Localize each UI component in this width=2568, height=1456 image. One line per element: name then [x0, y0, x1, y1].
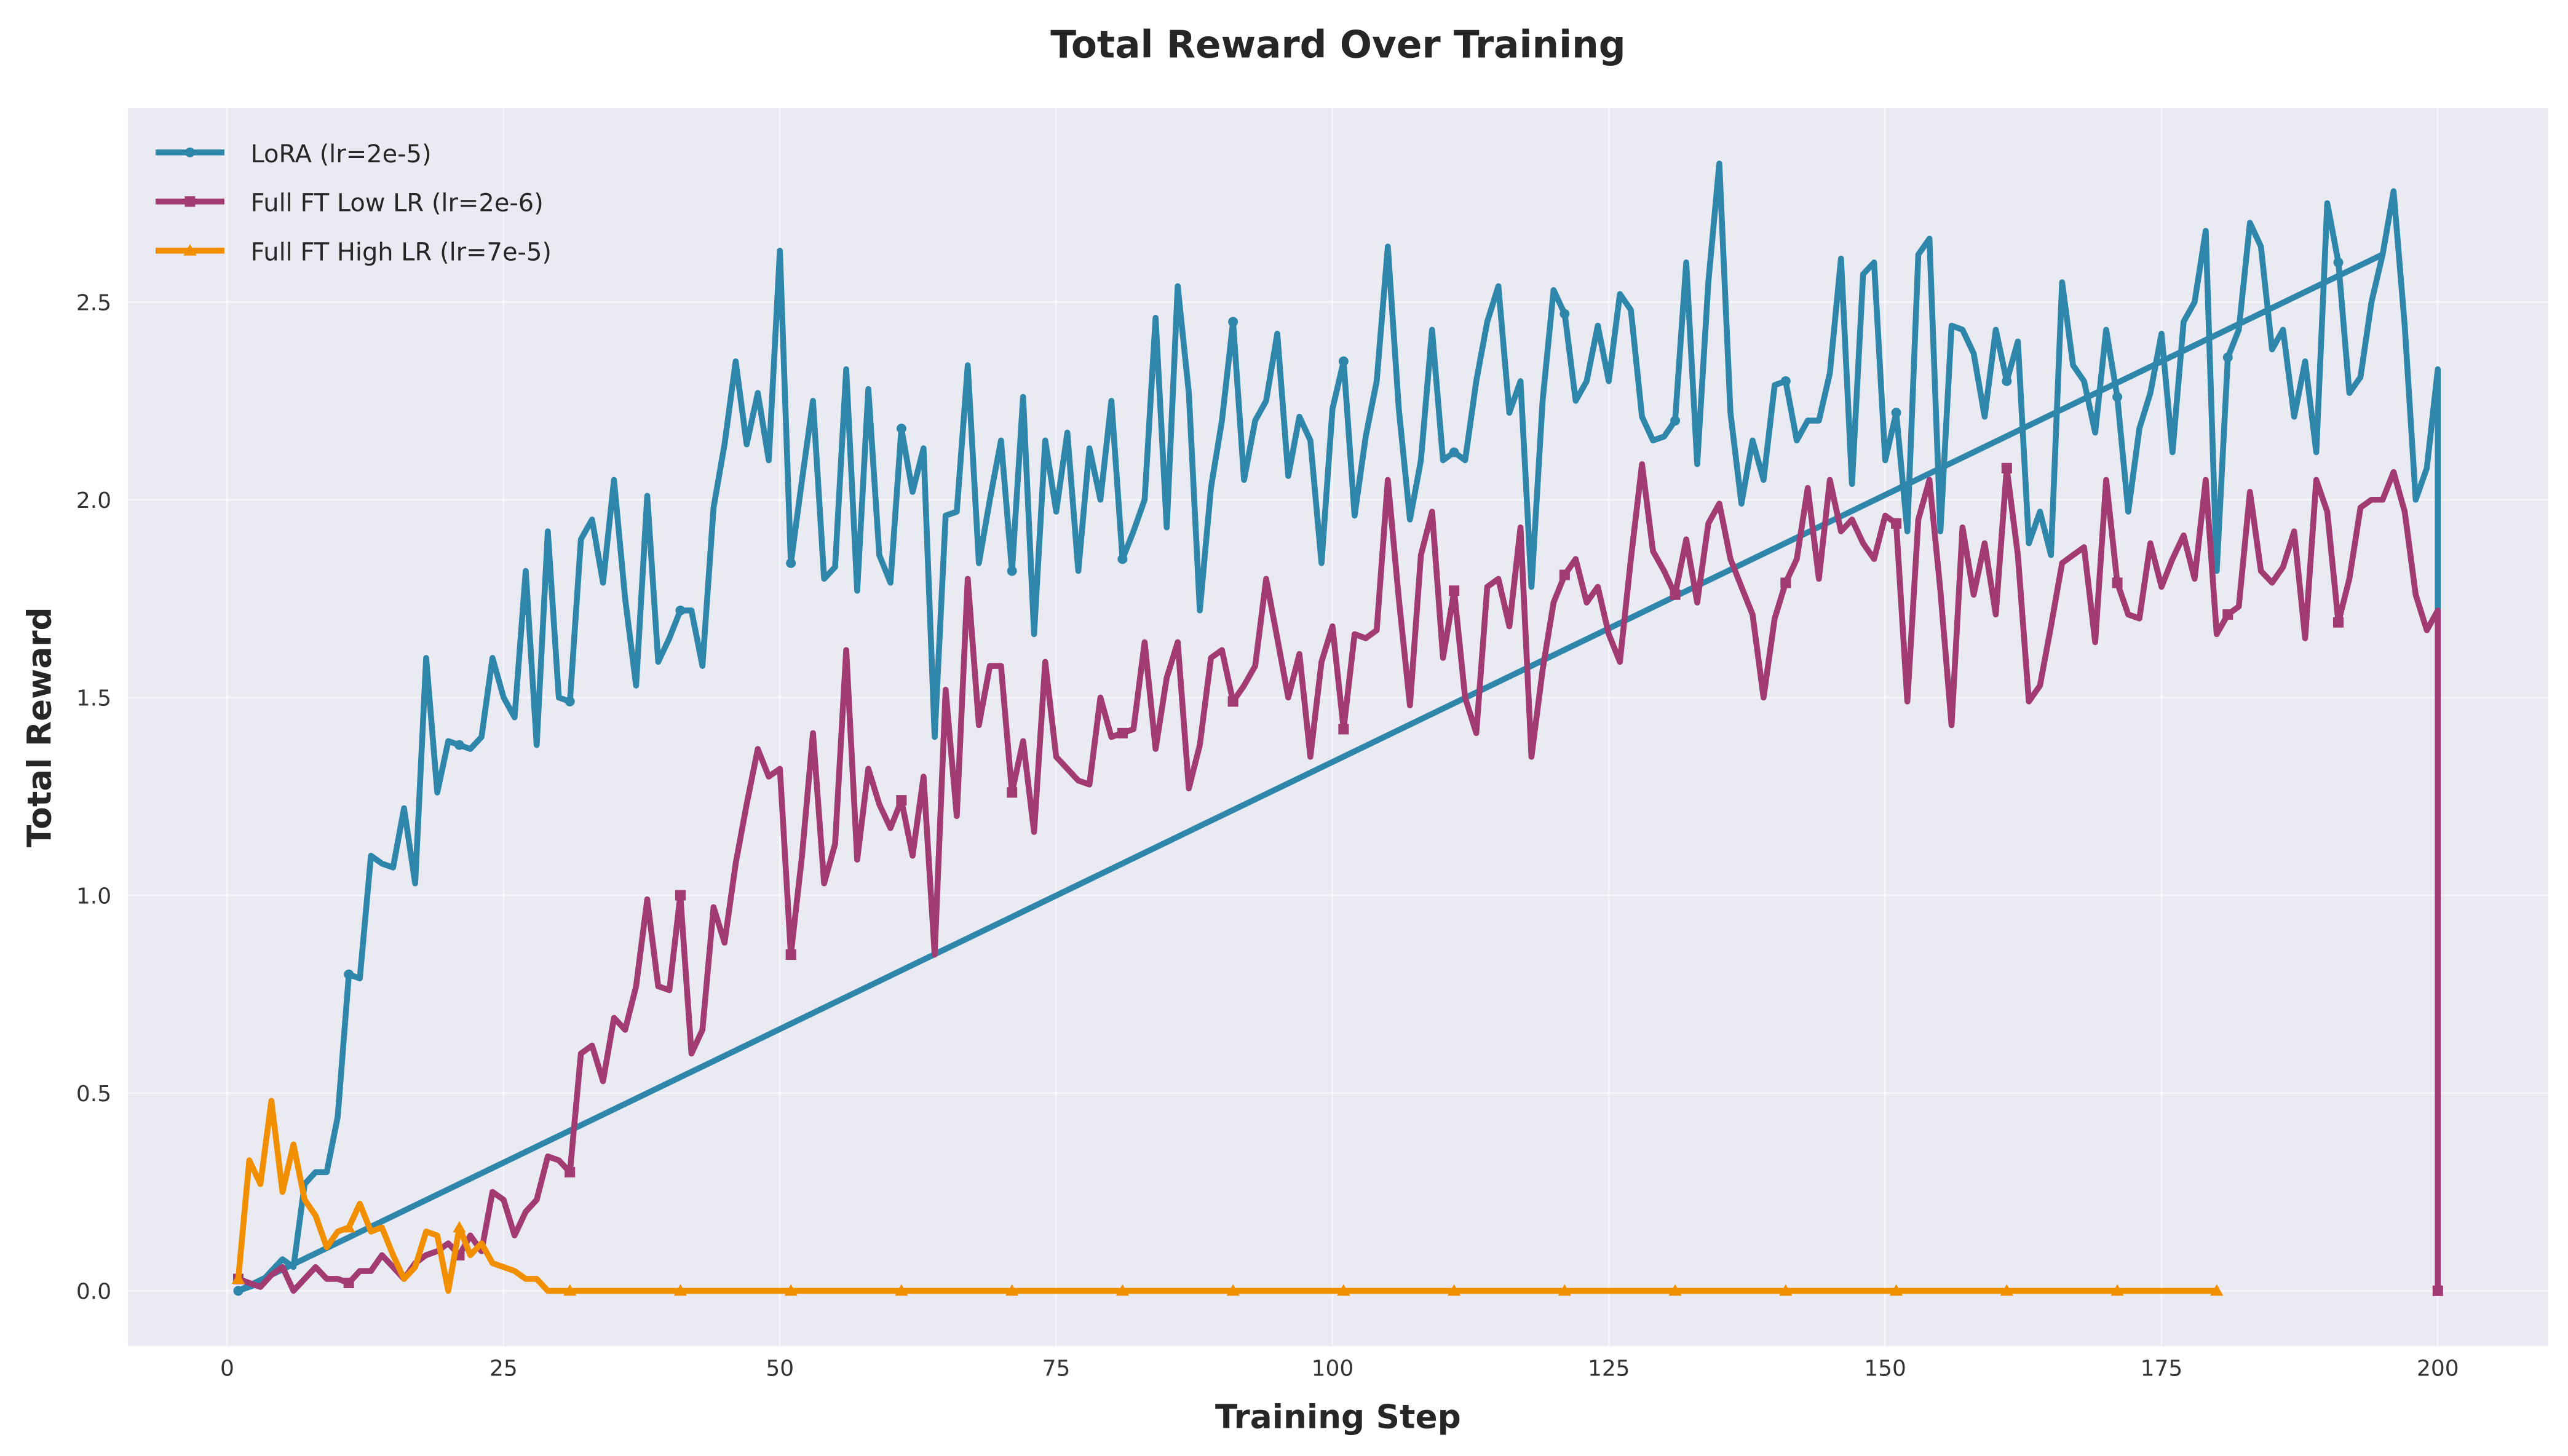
x-tick-label: 50 — [766, 1356, 794, 1381]
triangle-marker — [2000, 1284, 2013, 1296]
triangle-marker — [1668, 1284, 1682, 1296]
triangle-marker — [183, 244, 197, 256]
y-tick-label: 1.0 — [76, 884, 111, 909]
square-marker — [896, 795, 907, 806]
circle-marker — [1670, 416, 1681, 426]
triangle-marker — [342, 1221, 355, 1233]
square-marker — [2112, 577, 2123, 588]
square-marker — [1891, 518, 1902, 529]
circle-marker — [675, 605, 686, 615]
legend-label: LoRA (lr=2e-5) — [250, 140, 431, 168]
circle-marker — [454, 740, 464, 750]
circle-marker — [1780, 376, 1791, 386]
legend-item: Full FT High LR (lr=7e-5) — [156, 239, 552, 267]
circle-marker — [786, 558, 796, 568]
circle-marker — [565, 696, 575, 706]
square-marker — [2333, 617, 2344, 628]
y-axis-label: Total Reward — [21, 607, 59, 847]
series-line-segment — [235, 251, 2386, 1294]
triangle-marker — [1005, 1284, 1019, 1296]
series-full-ft-high-lr — [231, 1098, 2224, 1296]
legend-item: LoRA (lr=2e-5) — [156, 140, 432, 168]
circle-marker — [233, 1286, 244, 1296]
triangle-marker — [231, 1272, 245, 1284]
y-tick-label: 0.0 — [76, 1280, 111, 1305]
square-marker — [1117, 727, 1128, 738]
circle-marker — [1559, 309, 1570, 319]
plot-area — [127, 108, 2549, 1347]
chart-title: Total Reward Over Training — [1050, 23, 1625, 66]
circle-marker — [2333, 257, 2344, 267]
circle-marker — [1228, 317, 1238, 327]
series-group — [231, 160, 2443, 1296]
square-marker — [1227, 696, 1238, 707]
series-lora — [233, 160, 2443, 1296]
triangle-marker — [1226, 1284, 1240, 1296]
square-marker — [2432, 1285, 2443, 1296]
square-marker — [1338, 724, 1349, 735]
y-tick-label: 0.5 — [76, 1082, 111, 1107]
ticks: 0 25 50 75 100 125 150 175 200 0.0 0.5 1.0 1.5 2.0 2.5 — [76, 290, 2459, 1381]
triangle-marker — [1447, 1284, 1461, 1296]
square-marker — [2001, 462, 2012, 473]
x-tick-label: 125 — [1588, 1356, 1630, 1381]
square-marker — [1007, 787, 1018, 798]
x-tick-label: 75 — [1042, 1356, 1071, 1381]
circle-marker — [2112, 392, 2123, 402]
x-tick-label: 100 — [1312, 1356, 1354, 1381]
square-marker — [2222, 609, 2233, 620]
square-marker — [343, 1277, 354, 1288]
triangle-marker — [453, 1221, 466, 1233]
y-tick-label: 2.5 — [76, 290, 111, 315]
x-tick-label: 200 — [2417, 1356, 2459, 1381]
legend-item: Full FT Low LR (lr=2e-6) — [156, 189, 544, 218]
square-marker — [565, 1166, 576, 1177]
triangle-marker — [1889, 1284, 1903, 1296]
y-tick-label: 1.5 — [76, 686, 111, 711]
x-tick-label: 0 — [220, 1356, 234, 1381]
circle-marker — [1007, 566, 1017, 576]
y-tick-label: 2.0 — [76, 488, 111, 513]
triangle-marker — [784, 1284, 798, 1296]
circle-marker — [2222, 352, 2233, 363]
triangle-marker — [895, 1284, 908, 1296]
series-full-ft-low-lr — [232, 461, 2443, 1296]
circle-marker — [1891, 408, 1901, 418]
triangle-marker — [2210, 1284, 2224, 1296]
circle-marker — [896, 424, 906, 433]
circle-marker — [184, 147, 195, 157]
circle-marker — [1449, 447, 1459, 457]
square-marker — [184, 196, 196, 207]
x-axis-label: Training Step — [1215, 1398, 1461, 1436]
triangle-marker — [1779, 1284, 1793, 1296]
square-marker — [1449, 585, 1460, 596]
circle-marker — [1338, 356, 1349, 366]
square-marker — [675, 890, 686, 901]
circle-marker — [1117, 554, 1128, 564]
x-tick-label: 175 — [2141, 1356, 2183, 1381]
legend-label: Full FT High LR (lr=7e-5) — [250, 239, 551, 267]
triangle-marker — [673, 1284, 688, 1296]
circle-marker — [344, 969, 354, 979]
x-tick-label: 25 — [489, 1356, 518, 1381]
legend: LoRA (lr=2e-5) Full FT Low LR (lr=2e-6) Fu… — [156, 140, 552, 267]
square-marker — [1780, 577, 1791, 588]
triangle-marker — [1558, 1284, 1572, 1296]
square-marker — [1670, 589, 1681, 600]
square-marker — [785, 949, 796, 960]
triangle-marker — [563, 1284, 577, 1296]
x-tick-label: 150 — [1864, 1356, 1906, 1381]
triangle-marker — [1337, 1284, 1350, 1296]
triangle-marker — [2110, 1284, 2124, 1296]
legend-label: Full FT Low LR (lr=2e-6) — [250, 189, 543, 218]
square-marker — [1559, 569, 1570, 580]
triangle-marker — [1116, 1284, 1130, 1296]
circle-marker — [2002, 376, 2012, 386]
